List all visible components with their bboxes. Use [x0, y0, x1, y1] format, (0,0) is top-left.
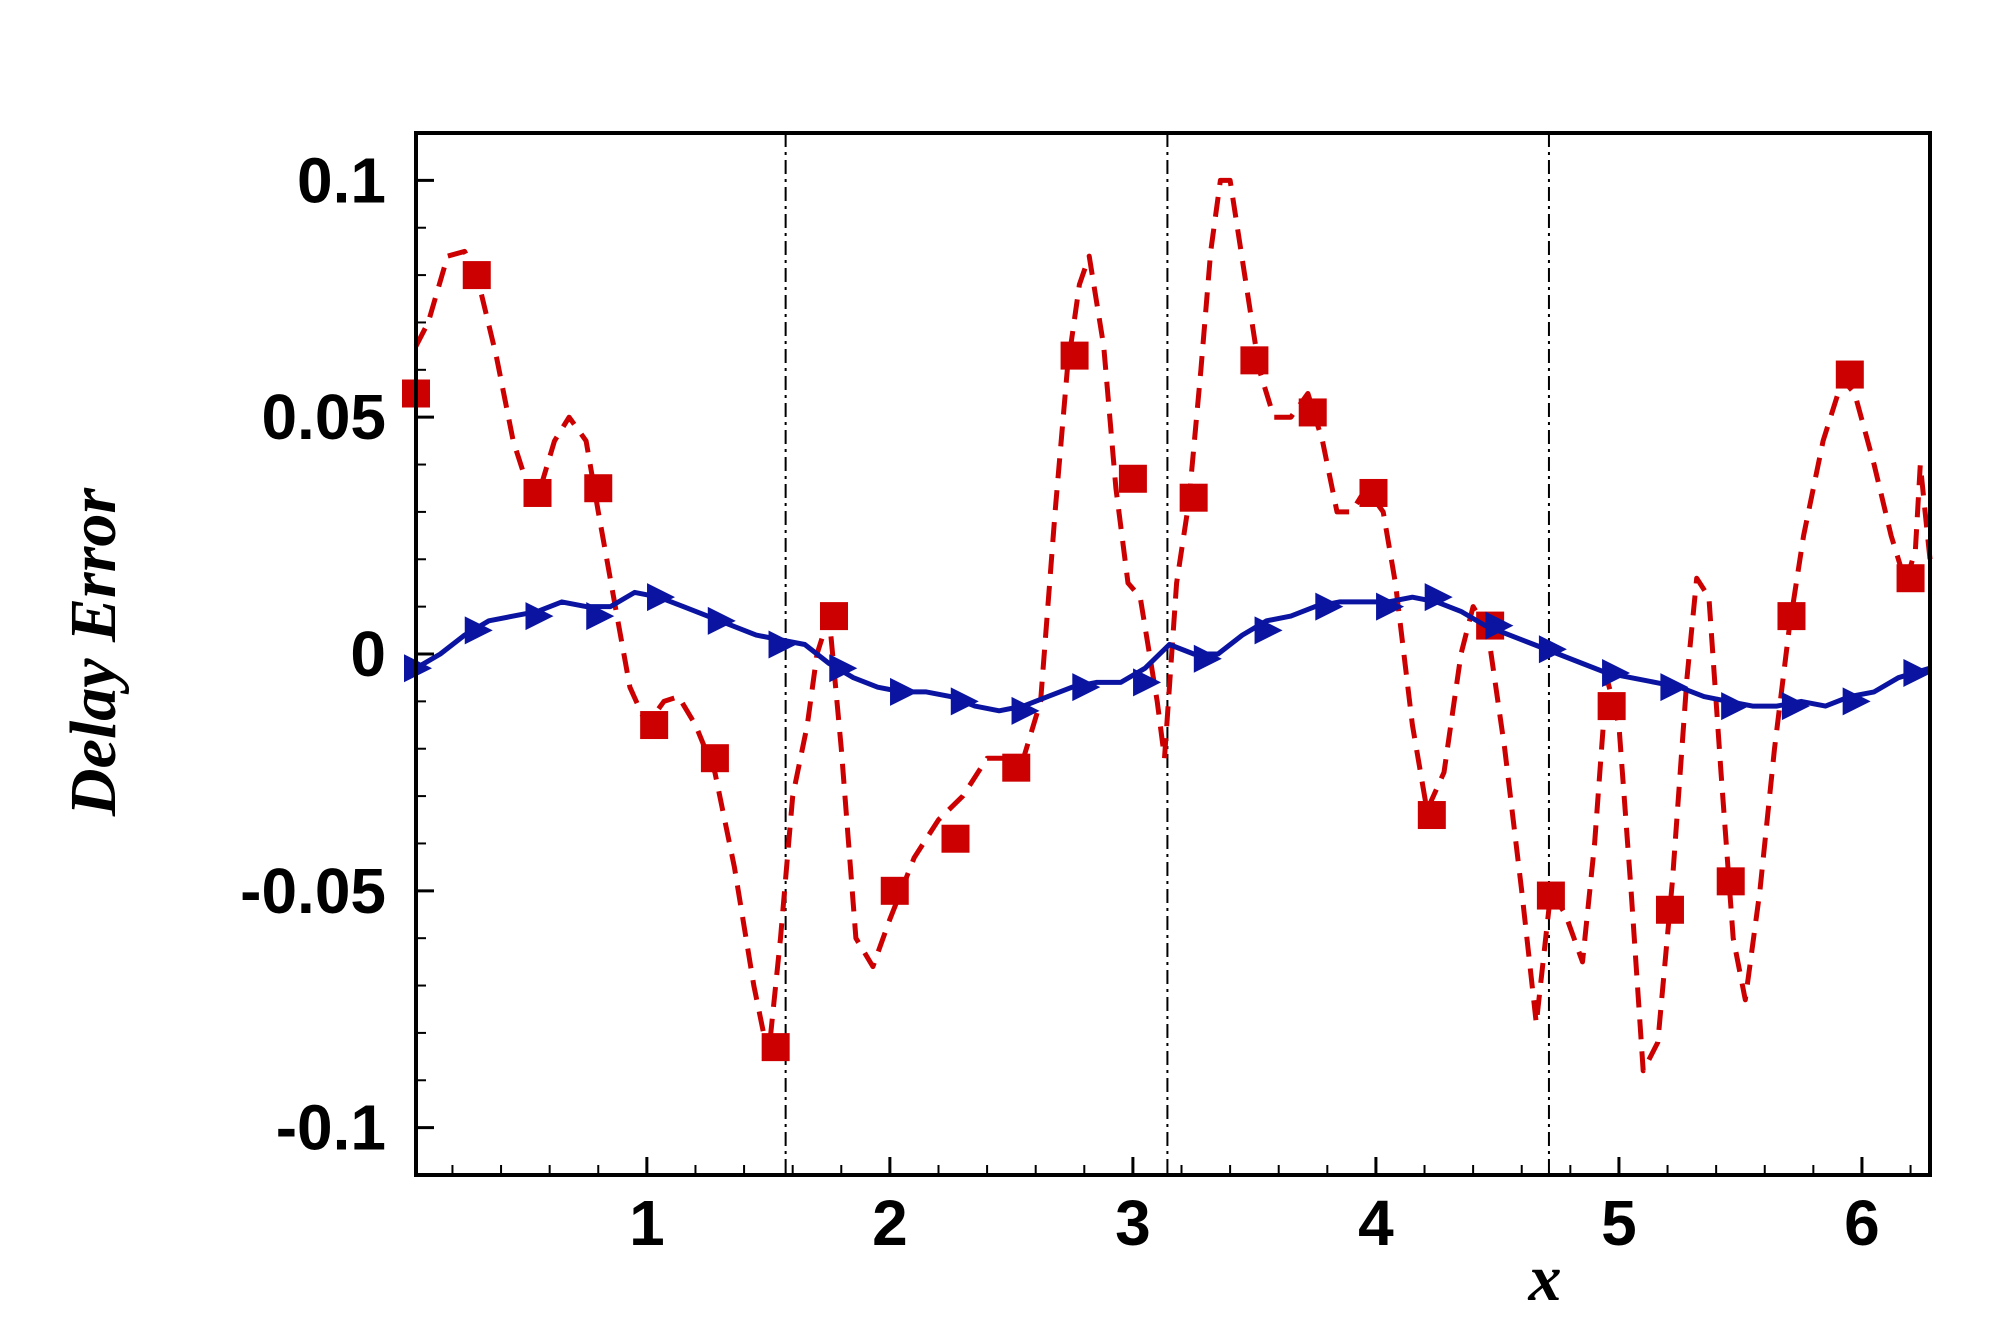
data-point — [1835, 360, 1864, 389]
data-point — [1842, 687, 1871, 716]
data-point — [1424, 583, 1453, 612]
data-point — [1777, 602, 1806, 631]
data-point — [1118, 464, 1147, 493]
data-point — [768, 630, 797, 659]
data-point — [1359, 478, 1388, 507]
data-point — [1193, 644, 1222, 673]
data-point — [1376, 592, 1405, 621]
tick-labels: 1 2 3 4 5 6 0.1 0.05 0 -0.05 -0.1 — [240, 144, 1880, 1259]
x-tick-label: 5 — [1601, 1187, 1637, 1259]
data-point — [1721, 692, 1750, 721]
data-point — [1781, 692, 1810, 721]
axis-ticks — [416, 132, 1912, 1176]
data-point — [880, 876, 909, 905]
data-point — [950, 687, 979, 716]
data-point — [1896, 564, 1925, 593]
series-layer — [402, 177, 1933, 1074]
data-point — [1179, 483, 1208, 512]
data-point — [1597, 692, 1626, 721]
data-point — [647, 583, 676, 612]
series-1 — [402, 177, 1933, 1074]
x-tick-label: 2 — [872, 1187, 908, 1259]
data-point — [1254, 616, 1283, 645]
data-point — [1417, 801, 1446, 830]
data-point — [1716, 867, 1745, 896]
data-point — [1903, 658, 1932, 687]
data-point — [941, 824, 970, 853]
y-tick-label: 0 — [350, 618, 386, 690]
data-point — [1536, 881, 1565, 910]
data-point — [1240, 346, 1269, 375]
data-point — [640, 711, 669, 740]
x-tick-label: 1 — [629, 1187, 665, 1259]
data-point — [523, 478, 552, 507]
data-point — [1002, 753, 1031, 782]
x-tick-label: 4 — [1358, 1187, 1394, 1259]
data-point — [1133, 668, 1162, 697]
reference-lines — [784, 133, 1550, 1175]
data-point — [819, 602, 848, 631]
data-point — [1315, 592, 1344, 621]
plot-frame — [414, 131, 1932, 1177]
y-axis-label: Delay Error — [57, 487, 130, 817]
data-point — [890, 677, 919, 706]
data-point — [584, 474, 613, 503]
data-point — [1655, 895, 1684, 924]
data-point — [761, 1033, 790, 1062]
data-point — [1602, 658, 1631, 687]
data-point — [1011, 696, 1040, 725]
data-point — [1660, 673, 1689, 702]
data-point — [525, 602, 554, 631]
data-point — [829, 654, 858, 683]
data-point — [707, 606, 736, 635]
x-tick-label: 6 — [1844, 1187, 1880, 1259]
y-tick-label: -0.05 — [240, 855, 386, 927]
series-line — [413, 177, 1933, 1074]
x-axis-label: x — [1528, 1242, 1562, 1315]
data-point — [1060, 341, 1089, 370]
x-tick-label: 3 — [1115, 1187, 1151, 1259]
series-2 — [404, 583, 1932, 725]
data-point — [1538, 635, 1567, 664]
y-tick-label: 0.1 — [297, 144, 386, 216]
data-point — [700, 744, 729, 773]
data-point — [1485, 611, 1514, 640]
data-point — [464, 616, 493, 645]
data-point — [1072, 673, 1101, 702]
data-point — [586, 602, 615, 631]
data-point — [462, 261, 491, 290]
data-point — [1298, 398, 1327, 427]
y-tick-label: 0.05 — [261, 381, 386, 453]
y-tick-label: -0.1 — [276, 1092, 386, 1164]
